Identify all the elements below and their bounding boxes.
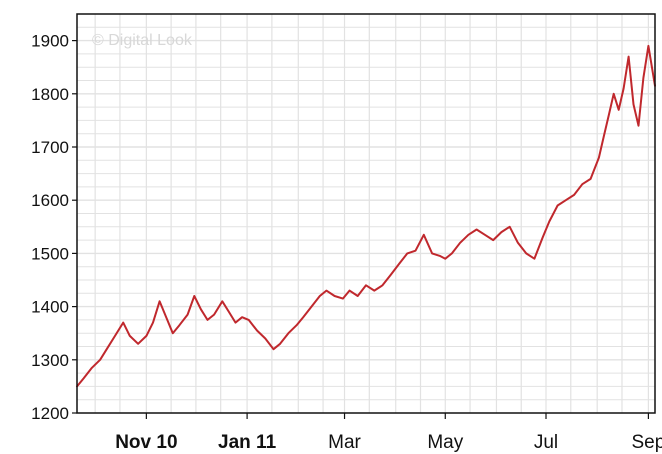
x-tick-label: Mar — [328, 432, 361, 453]
x-axis-ticks: Nov 10 Jan 11 Mar May Jul Sep — [115, 413, 662, 453]
x-tick-label: Nov 10 — [115, 432, 177, 453]
series-line — [76, 44, 656, 388]
x-tick-label: Jul — [534, 432, 558, 453]
plot-frame — [76, 13, 656, 414]
y-tick-label: 1700 — [31, 138, 69, 157]
y-tick-label: 1400 — [31, 298, 69, 317]
y-tick-label: 1300 — [31, 351, 69, 370]
series-lines — [76, 44, 656, 388]
y-tick-label: 1600 — [31, 191, 69, 210]
y-tick-label: 1500 — [31, 244, 69, 263]
y-tick-label: 1200 — [31, 404, 69, 423]
y-tick-label: 1900 — [31, 32, 69, 51]
grid-lines — [77, 14, 655, 413]
x-tick-label: Sep — [631, 432, 662, 453]
watermark-text: © Digital Look — [92, 32, 193, 49]
y-axis-ticks: 1200 1300 1400 1500 1600 1700 1800 1900 — [31, 32, 77, 423]
x-tick-label: Jan 11 — [218, 432, 277, 453]
y-tick-label: 1800 — [31, 85, 69, 104]
x-tick-label: May — [427, 432, 463, 453]
